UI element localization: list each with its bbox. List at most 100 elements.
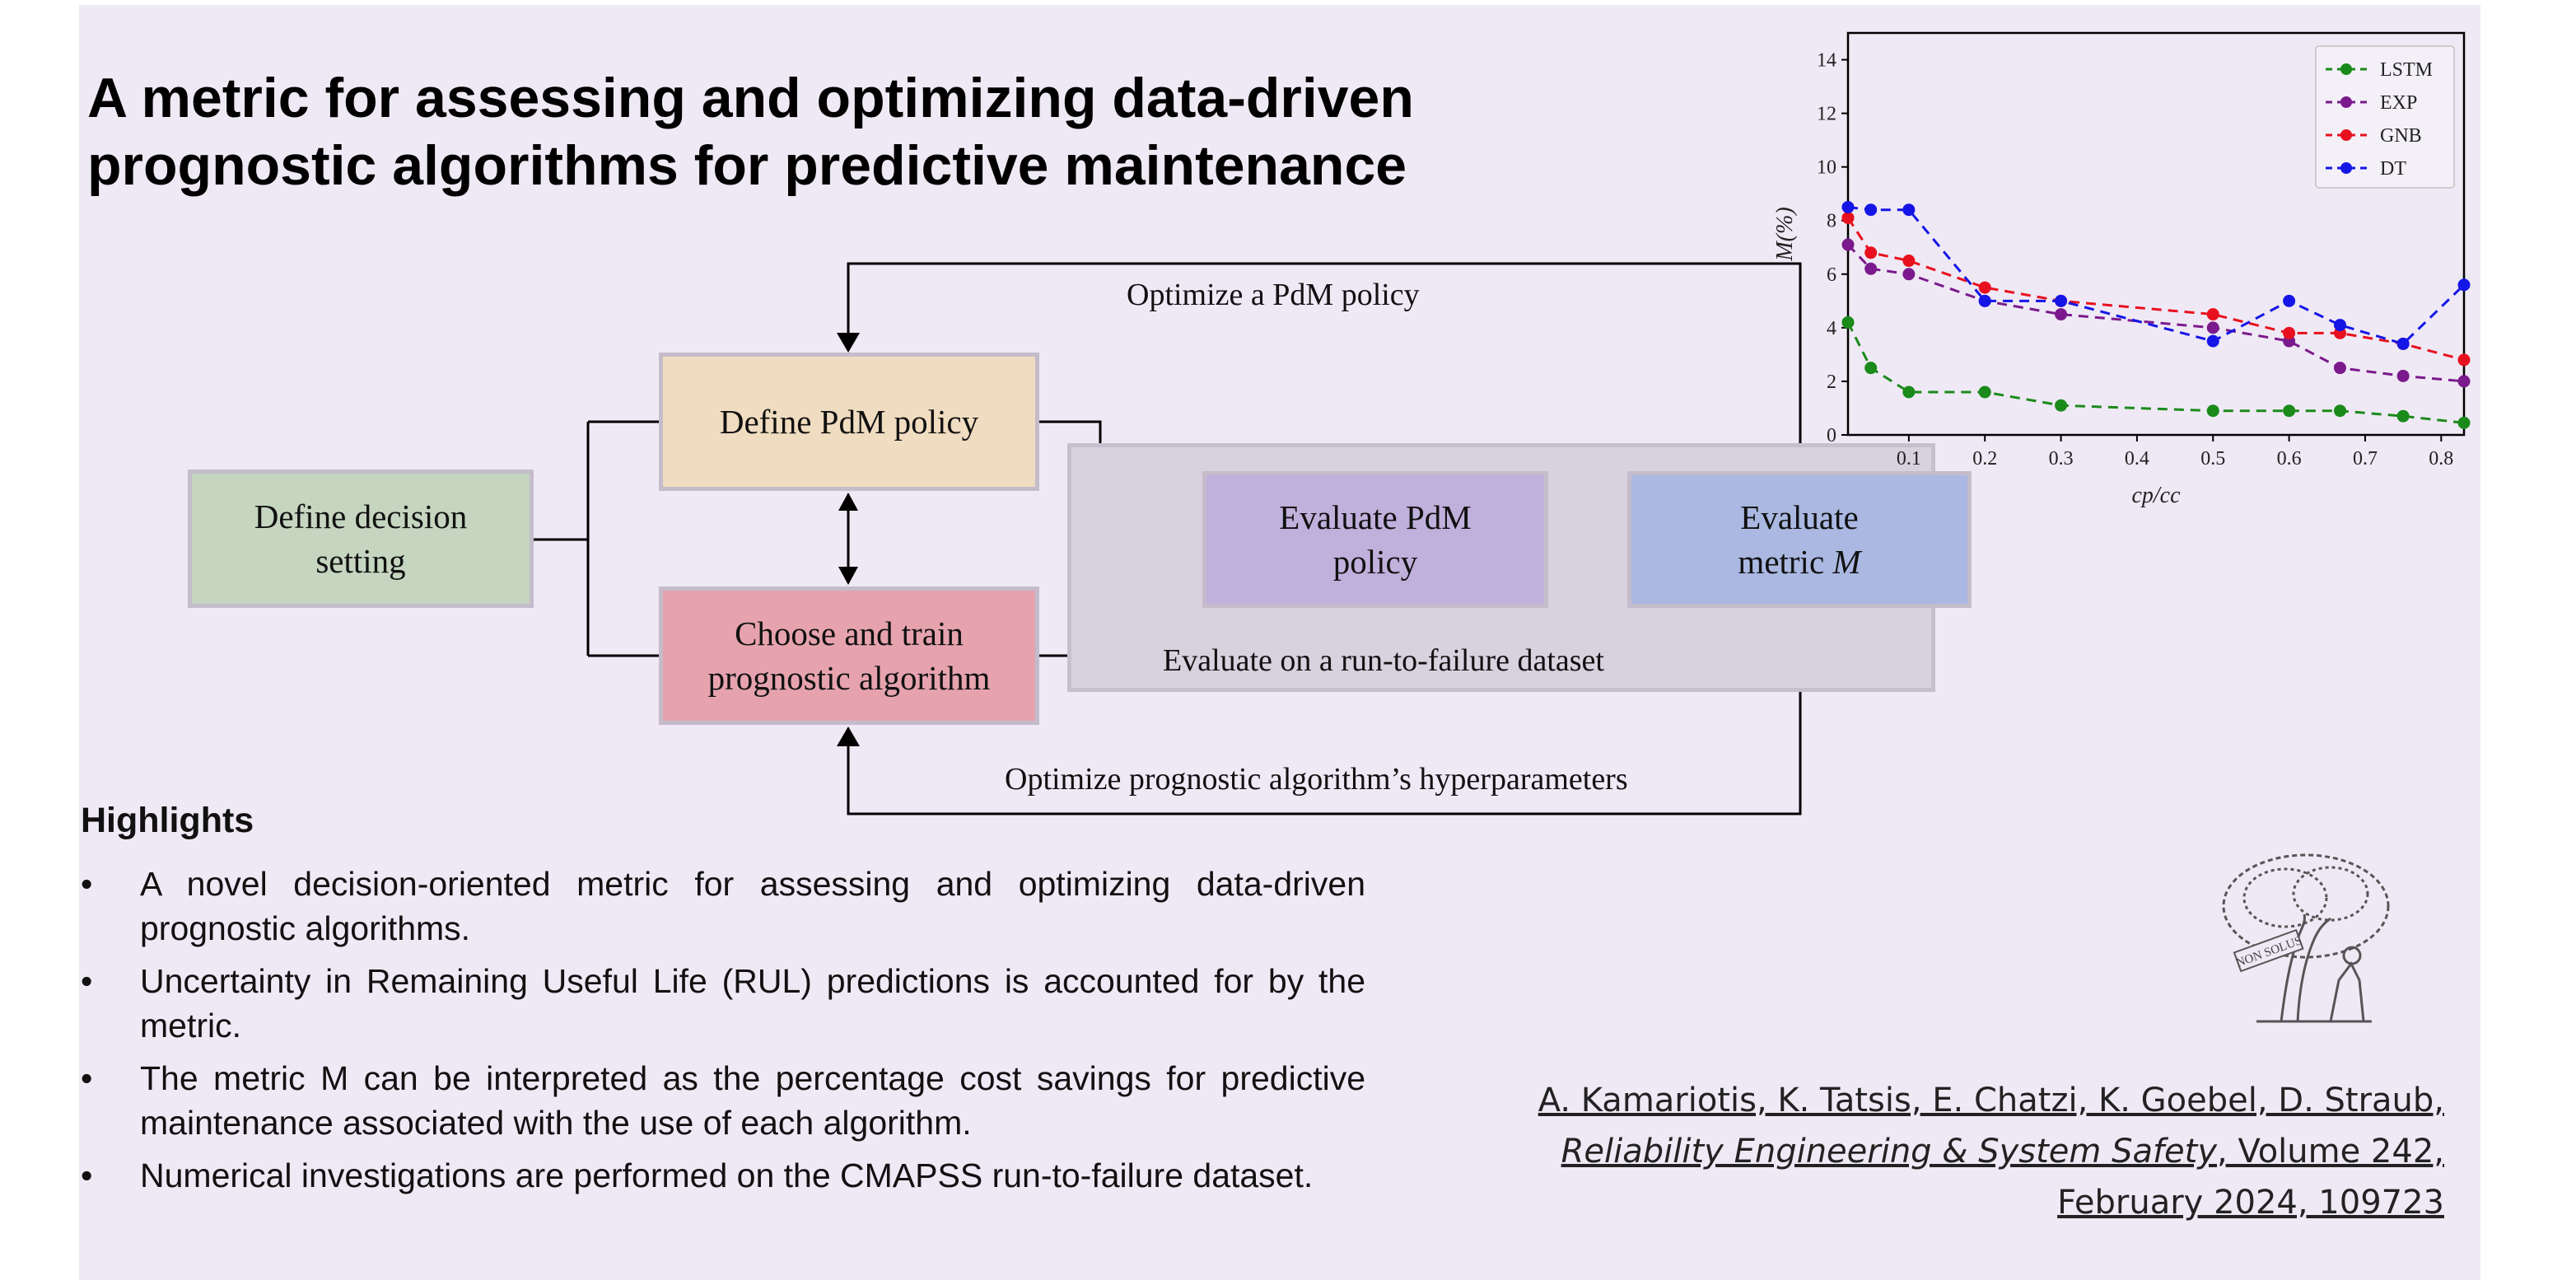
citation-date: February 2024, 109723 (2057, 1184, 2444, 1222)
y-tick-label: 2 (1827, 371, 1836, 393)
box-text-line: Evaluate (1740, 498, 1859, 536)
box-text-line: Define decision (254, 498, 468, 535)
data-point-dt (2206, 334, 2219, 348)
data-point-dt (2055, 294, 2068, 307)
data-point-gnb (1902, 255, 1916, 268)
arrowhead-double-up (838, 493, 858, 511)
legend-marker-dt (2340, 162, 2352, 174)
data-point-gnb (1864, 246, 1878, 259)
data-point-dt (2283, 294, 2296, 307)
highlight-text: Uncertainty in Remaining Useful Life (RU… (140, 962, 1365, 1044)
legend-marker-lstm (2340, 63, 2352, 75)
box-choose-train-algorithm: Choose and train prognostic algorithm (659, 586, 1039, 725)
x-tick-label: 0.6 (2277, 448, 2302, 470)
publisher-tree-logo: NON SOLUS (2222, 853, 2390, 1023)
bullet-dot: • (81, 962, 93, 1000)
x-axis-label: cp/cc (2131, 483, 2181, 508)
data-point-gnb (1841, 211, 1855, 224)
x-tick-label: 0.1 (1897, 448, 1921, 470)
highlight-item: • Numerical investigations are performed… (81, 1153, 1365, 1198)
box-evaluate-pdm-policy: Evaluate PdM policy (1202, 471, 1548, 608)
arrowhead-loop-hyper (837, 727, 860, 746)
citation-volume: , Volume 242, (2217, 1133, 2444, 1171)
data-point-exp (1902, 268, 1916, 281)
legend-label-lstm: LSTM (2380, 59, 2433, 81)
series-line-gnb (1846, 217, 2465, 362)
data-point-lstm (2206, 404, 2219, 418)
highlight-item: • A novel decision-oriented metric for a… (81, 862, 1365, 951)
metric-symbol: M (1832, 543, 1861, 581)
legend-box (2315, 45, 2455, 189)
y-tick-label: 14 (1817, 50, 1836, 72)
data-point-lstm (2457, 416, 2471, 429)
data-point-dt (1902, 203, 1916, 217)
citation-journal-line: Reliability Engineering & System Safety,… (1456, 1126, 2444, 1177)
citation[interactable]: A. Kamariotis, K. Tatsis, E. Chatzi, K. … (1456, 1075, 2444, 1228)
citation-authors: A. Kamariotis, K. Tatsis, E. Chatzi, K. … (1538, 1082, 2444, 1119)
y-axis-label: M(%) (1772, 207, 1798, 261)
data-point-lstm (1864, 362, 1878, 375)
y-tick-label: 6 (1827, 264, 1836, 286)
data-point-exp (2396, 369, 2410, 382)
arrowhead-double-down (838, 567, 858, 585)
data-point-dt (1978, 294, 1991, 307)
data-point-gnb (2457, 353, 2471, 367)
box-evaluate-metric: Evaluate metric M (1627, 471, 1972, 608)
box-text-line: Evaluate PdM (1279, 498, 1472, 536)
title-line-1: A metric for assessing and optimizing da… (87, 67, 1414, 129)
legend-label-gnb: GNB (2380, 125, 2422, 147)
box-text-line: policy (1332, 543, 1418, 581)
data-point-exp (1864, 262, 1878, 275)
y-tick-label: 0 (1827, 425, 1836, 446)
x-tick-label: 0.2 (1972, 448, 1997, 470)
data-point-gnb (2283, 326, 2296, 339)
metric-label: metric (1738, 543, 1825, 581)
legend-marker-exp (2340, 96, 2352, 108)
legend-label-dt: DT (2380, 158, 2406, 180)
panel-label: Evaluate on a run-to-failure dataset (1163, 643, 1604, 678)
x-tick-label: 0.7 (2353, 448, 2378, 470)
data-point-lstm (1841, 315, 1855, 329)
data-point-exp (2333, 362, 2346, 375)
chart: 0 2 4 6 8 10 12 14 0.1 0.2 0.3 0.4 0.5 0.6 0.7 0.8 cp/cc… (1772, 31, 2471, 508)
data-point-dt (2457, 278, 2471, 292)
legend-label-exp: EXP (2380, 92, 2417, 114)
highlight-text: A novel decision-oriented metric for ass… (140, 865, 1365, 947)
y-tick-label: 8 (1827, 211, 1836, 232)
y-tick-label: 4 (1827, 318, 1836, 339)
highlights-section: Highlights • A novel decision-oriented m… (81, 797, 1365, 1206)
series-line-lstm (1846, 321, 2465, 424)
data-point-dt (1841, 200, 1855, 213)
loop-optimize-hyper (847, 692, 1802, 815)
page-title: A metric for assessing and optimizing da… (87, 64, 1652, 199)
box-define-pdm-policy: Define PdM policy (659, 353, 1039, 491)
x-tick-label: 0.8 (2429, 448, 2453, 470)
y-tick-label: 10 (1817, 157, 1836, 179)
data-point-exp (2457, 375, 2471, 388)
label-optimize-policy: Optimize a PdM policy (1127, 278, 1420, 312)
arrowhead-loop-policy (837, 333, 860, 353)
label-optimize-hyperparameters: Optimize prognostic algorithm’s hyperpar… (1005, 762, 1628, 797)
box-text-line: metric M (1738, 540, 1860, 584)
data-point-gnb (2206, 308, 2219, 321)
data-point-lstm (1902, 386, 1916, 399)
data-point-lstm (2396, 409, 2410, 423)
highlight-item: • Uncertainty in Remaining Useful Life (… (81, 959, 1365, 1048)
x-tick-label: 0.5 (2200, 448, 2225, 470)
data-point-dt (2333, 319, 2346, 332)
bullet-dot: • (81, 865, 93, 903)
citation-journal: Reliability Engineering & System Safety (1561, 1133, 2218, 1171)
data-point-lstm (1978, 386, 1991, 399)
loop-optimize-policy (847, 262, 1802, 443)
data-point-dt (2396, 337, 2410, 350)
data-point-lstm (2333, 404, 2346, 418)
highlights-title: Highlights (81, 801, 254, 840)
x-tick-label: 0.3 (2049, 448, 2074, 470)
data-point-exp (2055, 308, 2068, 321)
bullet-dot: • (81, 1156, 93, 1194)
data-point-exp (1841, 238, 1855, 251)
x-tick-label: 0.4 (2125, 448, 2149, 470)
box-text-line: Define PdM policy (719, 403, 979, 441)
box-define-decision-setting: Define decision setting (188, 470, 534, 608)
box-text-line: setting (315, 542, 406, 580)
